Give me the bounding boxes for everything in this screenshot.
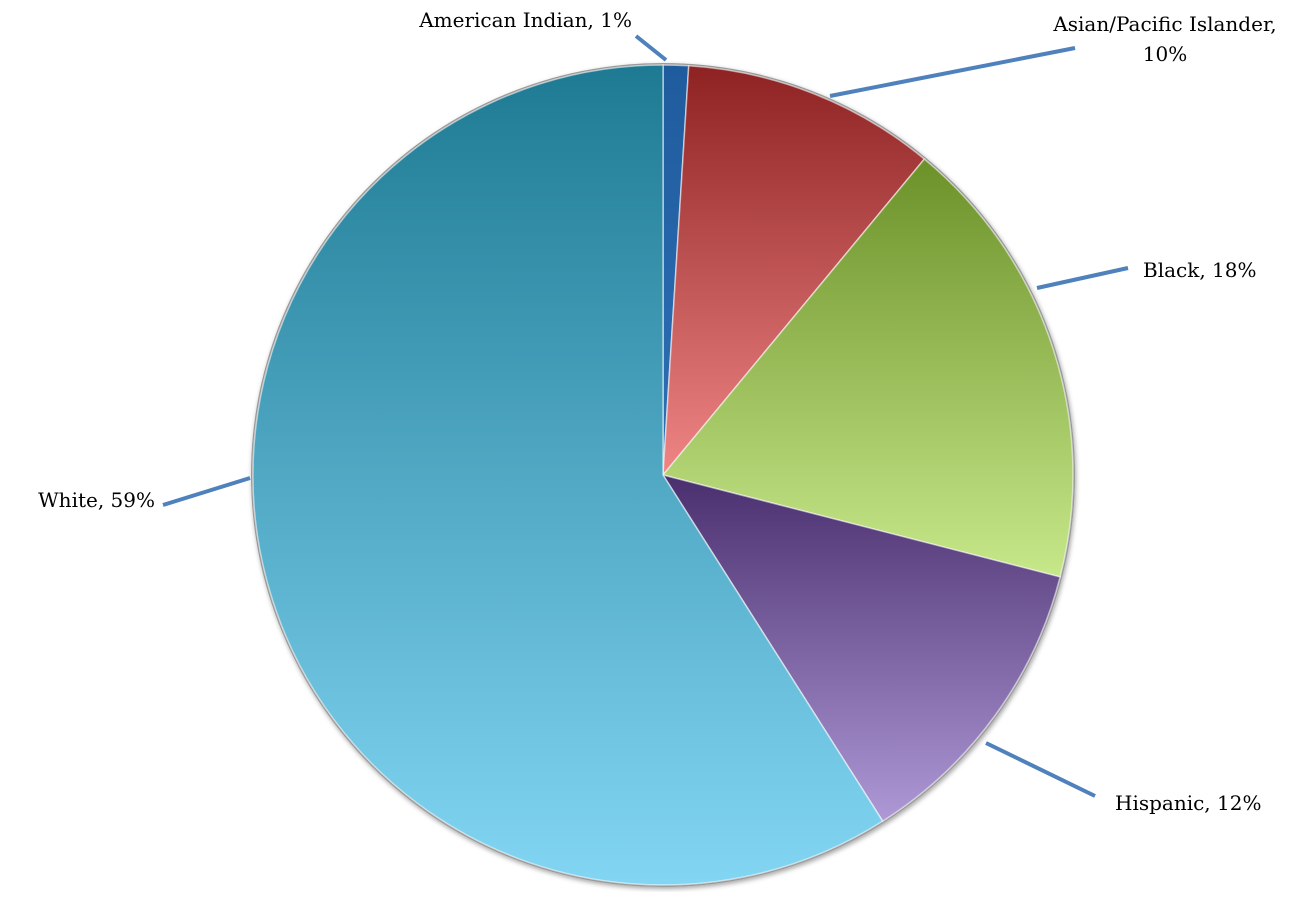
leader-line-asian-pacific-islander [829, 46, 1076, 98]
pie-slice-white [252, 64, 884, 886]
leader-line-white [162, 476, 251, 507]
data-label-hispanic: Hispanic, 12% [1115, 791, 1261, 815]
data-label-white: White, 59% [38, 488, 155, 512]
data-label-black: Black, 18% [1143, 258, 1257, 282]
pie-slice-black [661, 158, 1074, 578]
data-label-american-indian: American Indian, 1% [418, 8, 632, 32]
pie-slice-hispanic [661, 473, 1062, 823]
pie-slice-asian-pacific-islander [662, 65, 926, 478]
leader-line-hispanic [985, 741, 1096, 798]
leader-line-black [1036, 266, 1129, 290]
leader-line-american-indian [634, 34, 668, 62]
data-label-asian-pacific-islander: Asian/Pacific Islander, 10% [1052, 12, 1276, 66]
